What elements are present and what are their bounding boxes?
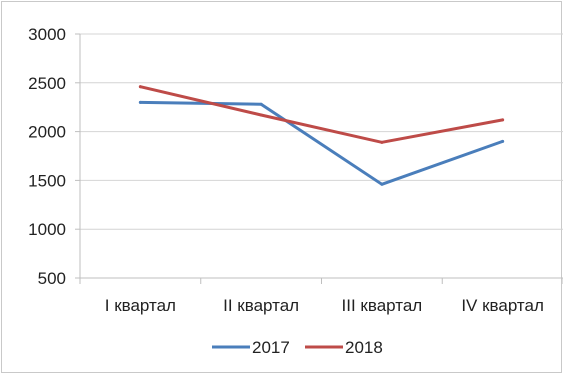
x-tick-label: IV квартал — [461, 296, 544, 315]
y-tick-label: 1000 — [28, 220, 66, 239]
legend-label: 2018 — [345, 338, 383, 357]
data-point-2018 — [501, 118, 505, 122]
legend: 2017 2018 — [212, 338, 383, 357]
y-tick-label: 1500 — [28, 171, 66, 190]
data-point-2017 — [380, 182, 384, 186]
legend-label: 2017 — [252, 338, 290, 357]
data-point-2018 — [380, 140, 384, 144]
x-axis — [75, 33, 563, 284]
y-tick-label: 3000 — [28, 25, 66, 44]
x-tick-label: II квартал — [223, 296, 299, 315]
y-tick-label: 2000 — [28, 123, 66, 142]
data-point-2017 — [501, 139, 505, 143]
series-line-2018 — [138, 85, 505, 144]
x-tick-label: I квартал — [105, 296, 176, 315]
gridlines — [80, 33, 563, 230]
y-tick-label: 500 — [38, 269, 66, 288]
data-point-2018 — [138, 85, 142, 89]
series-line-2017 — [138, 100, 505, 186]
series-lines — [138, 85, 505, 186]
y-axis-tick-labels: 3000 2500 2000 1500 1000 500 — [28, 25, 66, 288]
data-point-2017 — [259, 102, 263, 106]
x-axis-tick-labels: I квартал II квартал III квартал IV квартал — [105, 296, 544, 315]
data-point-2017 — [138, 100, 142, 104]
x-tick-label: III квартал — [342, 296, 423, 315]
data-point-2018 — [259, 113, 263, 117]
y-tick-label: 2500 — [28, 74, 66, 93]
